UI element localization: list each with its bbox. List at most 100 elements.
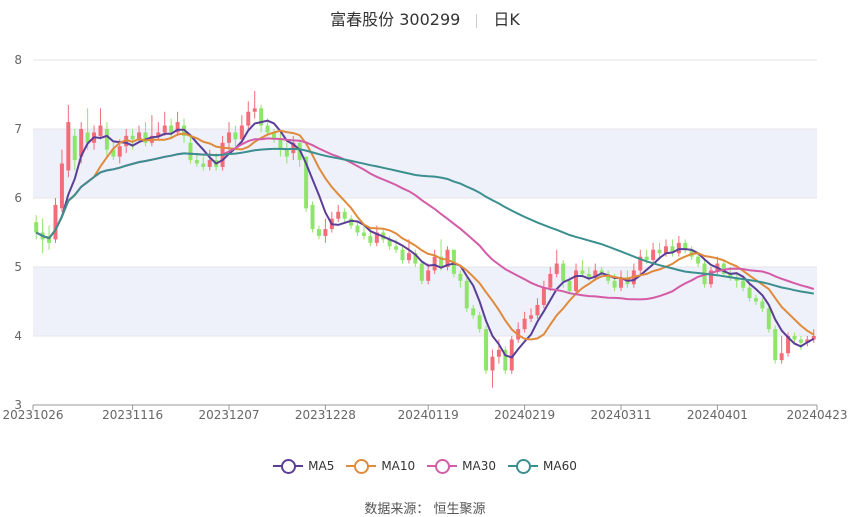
data-source-note: 数据来源： 恒生聚源	[364, 502, 486, 517]
title-separator	[476, 13, 478, 28]
candle-body	[663, 246, 668, 254]
candle-body	[612, 280, 617, 288]
candle-body	[79, 129, 84, 157]
candle-body	[169, 125, 174, 133]
candle-body	[246, 111, 251, 126]
candle-body	[580, 270, 585, 274]
candle-body	[561, 263, 566, 281]
candle-body	[638, 256, 643, 271]
x-tick-label: 20240219	[494, 408, 555, 422]
legend-label: MA10	[381, 459, 416, 473]
legend-swatch-circle	[516, 459, 532, 474]
x-tick-label: 20231228	[295, 408, 356, 422]
candle-body	[310, 204, 315, 230]
y-tick-label: 8	[14, 53, 22, 67]
x-tick-label: 20231207	[198, 408, 259, 422]
candle-body	[644, 256, 649, 261]
candle-body	[53, 204, 58, 240]
y-tick-label: 5	[14, 260, 22, 274]
candle-body	[619, 277, 623, 288]
chart-title-period: 日K	[493, 10, 520, 29]
candle-body	[143, 132, 148, 143]
candle-body	[342, 211, 347, 219]
candle-body	[721, 263, 726, 274]
candle-body	[728, 273, 733, 278]
candle-body	[541, 287, 546, 305]
x-tick-label: 20231026	[2, 408, 63, 422]
candle-body	[239, 125, 244, 140]
candle-body	[766, 308, 771, 330]
candle-body	[676, 242, 681, 254]
legend-swatch-icon	[346, 459, 377, 474]
candle-body	[484, 329, 489, 371]
candle-body	[529, 315, 534, 319]
candle-body	[137, 132, 142, 140]
candle-body	[586, 273, 591, 278]
candle-body	[773, 329, 778, 361]
legend-swatch-icon	[273, 459, 304, 474]
candle-body	[406, 253, 411, 261]
candle-body	[259, 108, 264, 126]
ma5-line	[35, 119, 815, 359]
candle-body	[490, 356, 495, 371]
legend-item-ma5[interactable]: MA5	[273, 459, 335, 474]
x-tick-label: 20231116	[102, 408, 163, 422]
candle-body	[233, 132, 238, 140]
legend-label: MA5	[308, 459, 335, 473]
candle-body	[304, 156, 309, 209]
candle-body	[368, 235, 373, 243]
candle-body	[471, 308, 476, 316]
legend-item-ma60[interactable]: MA60	[508, 459, 577, 474]
candle-body	[439, 256, 444, 267]
candle-body	[464, 280, 469, 309]
legend-swatch-circle	[354, 459, 370, 474]
ma10-line	[35, 129, 815, 341]
y-tick-label: 3	[14, 398, 22, 412]
candle-body	[477, 315, 482, 330]
candle-body	[708, 270, 713, 285]
candle-body	[59, 163, 64, 209]
y-tick-label: 6	[14, 191, 22, 205]
candle-body	[458, 273, 463, 281]
candle-body	[374, 232, 379, 243]
ma60-line	[35, 147, 814, 295]
candle-body	[284, 149, 289, 157]
candle-body	[162, 125, 167, 133]
candle-body	[535, 304, 540, 316]
legend-item-ma30[interactable]: MA30	[427, 459, 496, 474]
candle-body	[252, 108, 257, 112]
candle-body	[387, 239, 392, 247]
legend-swatch-circle	[281, 459, 297, 474]
candle-body	[554, 263, 559, 274]
candle-body	[522, 318, 527, 330]
candle-body	[104, 129, 109, 150]
candle-body	[606, 273, 611, 281]
candle-body	[278, 139, 283, 150]
candle-body	[432, 256, 437, 271]
y-tick-label: 4	[14, 329, 22, 343]
candle-body	[400, 249, 405, 261]
candle-body	[747, 287, 752, 299]
candle-body	[85, 132, 90, 143]
candle-body	[670, 246, 675, 254]
legend-item-ma10[interactable]: MA10	[346, 459, 416, 474]
candle-body	[503, 349, 508, 371]
kline-chart: 3 4 5 6 7 8 20231026 20231116 20231207 20231228 20…	[2, 53, 847, 422]
legend-swatch-circle	[435, 459, 451, 474]
candle-body	[72, 135, 77, 161]
x-tick-label: 20240119	[398, 408, 459, 422]
candle-body	[34, 222, 39, 233]
candle-body	[361, 232, 366, 236]
candle-body	[779, 353, 784, 361]
candle-body	[509, 339, 514, 371]
candle-body	[760, 301, 765, 309]
candle-body	[265, 125, 270, 133]
legend-swatch-icon	[508, 459, 539, 474]
candle-body	[657, 249, 662, 254]
candle-body	[753, 298, 758, 302]
candle-body	[798, 339, 803, 343]
candle-body	[111, 149, 116, 157]
legend-swatch-icon	[427, 459, 458, 474]
candle-body	[394, 246, 399, 250]
candle-body	[156, 132, 161, 136]
